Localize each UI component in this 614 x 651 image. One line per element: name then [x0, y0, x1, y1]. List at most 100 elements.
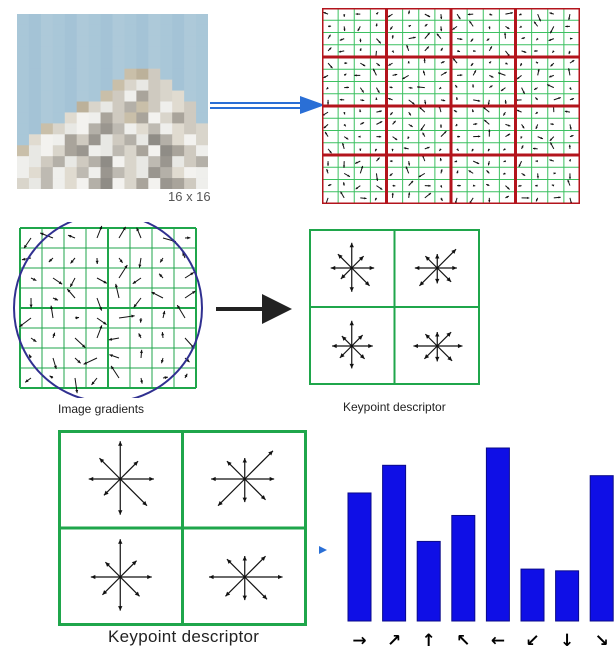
histogram-direction-label: ↑ — [422, 631, 436, 651]
gradient-arrow-head — [426, 46, 429, 49]
patch-pixel — [196, 123, 208, 135]
gradient-arrow-head — [453, 58, 456, 61]
gradient-arrow-head — [442, 99, 446, 102]
histogram-chart: → ↗ ↑ ↖ ← ↙ ↓ ↘ — [347, 447, 614, 651]
patch-pixel — [112, 167, 126, 179]
gradient-arrow-head — [472, 84, 475, 87]
gradient-arrow-head — [342, 182, 346, 185]
gradient-arrow-head — [523, 50, 527, 53]
patch-pixel — [28, 134, 42, 146]
gradient-arrow-head — [405, 166, 408, 169]
patch-pixel — [196, 14, 208, 26]
histogram-bar — [485, 447, 510, 622]
patch-pixel — [88, 14, 102, 26]
gradient-arrow-head — [427, 14, 431, 17]
gradient-arrow-head — [550, 142, 553, 145]
orientation-arrow-head — [105, 562, 111, 567]
patch-pixel — [112, 90, 126, 103]
gradient-arrow-head — [151, 292, 155, 295]
patch-pixel — [172, 123, 185, 135]
gradient-arrow-head — [549, 138, 553, 141]
patch-pixel — [124, 134, 137, 146]
gradient-arrow-head — [68, 234, 72, 238]
patch-pixel — [148, 145, 161, 157]
gradient-arrow-head — [507, 187, 510, 190]
gradient-arrow-head — [440, 16, 443, 20]
gradient-arrow-head — [354, 74, 357, 77]
patch-pixel — [40, 68, 54, 81]
gradient-arrow-head — [428, 184, 431, 187]
patch-pixel — [148, 167, 161, 179]
patch-pixel — [124, 68, 137, 81]
patch-pixel — [160, 14, 173, 26]
patch-pixel — [112, 46, 126, 59]
patch-pixel — [172, 57, 185, 70]
patch-pixel — [172, 35, 185, 48]
patch-pixel — [76, 90, 90, 103]
gradient-arrow-head — [389, 160, 393, 163]
gradient-arrow-head — [355, 12, 358, 16]
patch-pixel — [160, 68, 173, 81]
gradient-arrow-head — [488, 148, 491, 152]
gradient-arrow-head — [571, 135, 574, 138]
patch-pixel — [184, 101, 197, 114]
patch-pixel — [160, 46, 173, 59]
patch-pixel — [112, 101, 126, 114]
patch-pixel — [76, 35, 90, 48]
gradient-arrow-head — [488, 61, 492, 64]
gradient-arrow-head — [111, 365, 115, 370]
gradient-arrow-head — [419, 107, 422, 110]
patch-pixel — [17, 90, 30, 103]
patch-pixel — [64, 79, 78, 92]
gradient-arrow-head — [522, 91, 525, 94]
orientation-arrow-head — [435, 332, 440, 337]
gradient-arrow-head — [360, 165, 364, 169]
patch-pixel — [160, 112, 173, 124]
gradient-arrow-head — [160, 359, 164, 364]
gradient-arrow-head — [124, 264, 128, 269]
orientation-histogram: → ↗ ↑ ↖ ← ↙ ↓ ↘ — [340, 440, 614, 651]
gradient-arrow-head — [536, 176, 539, 179]
gradient-arrow-head — [469, 21, 472, 24]
gradient-arrow-head — [29, 354, 32, 358]
gradient-arrow-head — [550, 64, 553, 67]
gradient-arrow-head — [518, 164, 521, 167]
gradient-arrow-head — [344, 62, 348, 65]
gradients-to-descriptor-arrow — [216, 294, 292, 324]
gradient-arrow-head — [394, 137, 398, 140]
patch-pixel — [160, 167, 173, 179]
patch-pixel — [64, 134, 78, 146]
gradient-arrow-head — [538, 18, 541, 22]
orientation-arrow-head — [90, 574, 96, 580]
patch-pixel — [76, 167, 90, 179]
patch-pixel — [160, 24, 173, 37]
pixel-patch — [17, 14, 208, 189]
patch-pixel — [148, 123, 161, 135]
patch-pixel — [52, 68, 66, 81]
patch-pixel — [28, 123, 42, 135]
patch-pixel — [172, 167, 185, 179]
gradient-arrow-head — [534, 87, 537, 90]
patch-pixel — [17, 101, 30, 114]
gradient-arrow-head — [552, 50, 555, 53]
gradient-arrow-head — [190, 272, 194, 276]
orientation-arrow-head — [424, 354, 430, 359]
patch-pixel — [172, 68, 185, 81]
orientation-arrow-head — [349, 287, 354, 292]
gradient-arrow-head — [343, 14, 346, 17]
gradient-arrow-head — [340, 191, 343, 195]
gradient-arrow-head — [444, 131, 447, 134]
gradient-arrow-head — [140, 380, 144, 384]
gradient-arrow-head — [527, 196, 530, 200]
gradient-arrow-head — [568, 144, 571, 148]
gradient-arrow-head — [389, 86, 392, 89]
patch-pixel — [64, 167, 78, 179]
patch-pixel — [40, 178, 54, 189]
gradient-arrow-head — [516, 76, 520, 80]
patch-pixel — [112, 123, 126, 135]
patch-pixel — [64, 90, 78, 103]
gradient-arrow-head — [519, 25, 523, 28]
gradient-arrow-head — [325, 131, 328, 135]
patch-pixel — [112, 35, 126, 48]
gradient-arrow-head — [490, 85, 493, 88]
